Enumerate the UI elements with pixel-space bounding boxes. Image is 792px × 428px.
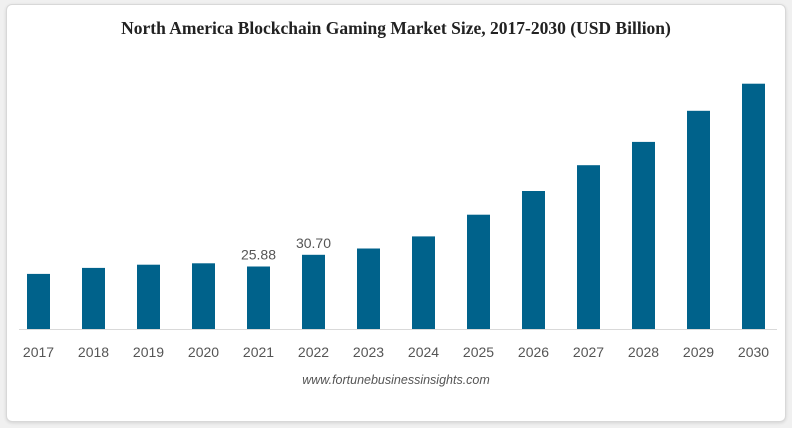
x-tick-label: 2024 [408, 344, 439, 360]
x-tick-label: 2026 [518, 344, 549, 360]
chart-title: North America Blockchain Gaming Market S… [121, 18, 671, 38]
x-tick-label: 2023 [353, 344, 384, 360]
bar-2028 [632, 141, 655, 329]
bar-2027 [577, 165, 600, 329]
bar-chart: 2017 2018 2019 2020 2021 25.88 2022 30.70 2023 20… [19, 83, 777, 360]
x-tick-label: 2022 [298, 344, 329, 360]
data-label-2022: 30.70 [296, 235, 331, 251]
source-text: www.fortunebusinessinsights.com [302, 373, 490, 387]
x-tick-label: 2019 [133, 344, 164, 360]
bar-2026 [522, 191, 545, 329]
x-tick-label: 2018 [78, 344, 109, 360]
bar-2030 [742, 83, 765, 329]
bar-2024 [412, 236, 435, 329]
x-tick-label: 2025 [463, 344, 494, 360]
bar-2018 [82, 267, 105, 329]
x-tick-label: 2027 [573, 344, 604, 360]
bar-2021 [247, 266, 270, 329]
data-label-2021: 25.88 [241, 247, 276, 263]
bar-2023 [357, 248, 380, 329]
x-tick-label: 2021 [243, 344, 274, 360]
x-tick-label: 2020 [188, 344, 219, 360]
x-tick-label: 2017 [23, 344, 54, 360]
x-tick-label: 2028 [628, 344, 659, 360]
bar-2022 [302, 254, 325, 329]
bar-2029 [687, 110, 710, 329]
bar-2020 [192, 263, 215, 329]
chart-card: North America Blockchain Gaming Market S… [6, 4, 786, 422]
bar-2017 [27, 273, 50, 329]
x-tick-label: 2029 [683, 344, 714, 360]
bar-2019 [137, 264, 160, 329]
x-tick-label: 2030 [738, 344, 769, 360]
bar-2025 [467, 214, 490, 329]
